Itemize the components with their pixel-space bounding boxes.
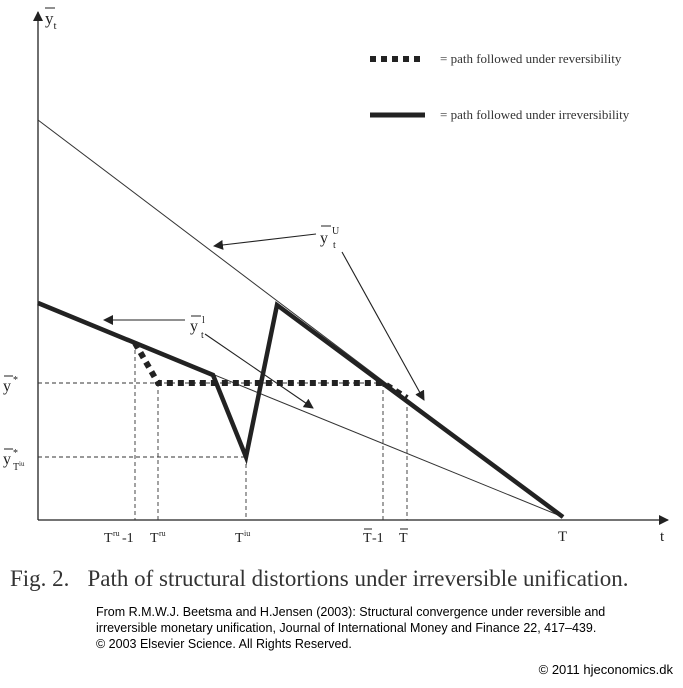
svg-text:*: * <box>13 448 18 459</box>
x-tick-tru: T ru <box>150 529 166 546</box>
figure-caption-text: Path of structural distortions under irr… <box>87 566 629 591</box>
x-tick-tbar: T <box>399 528 408 546</box>
upper-label-arrow-2 <box>341 251 425 401</box>
lower-curve-label: y l t <box>190 315 205 341</box>
svg-text:-1: -1 <box>372 531 384 546</box>
svg-text:U: U <box>332 226 340 237</box>
svg-text:iu: iu <box>19 460 25 468</box>
svg-text:y: y <box>190 318 198 335</box>
diagram: yt t = path followed under reversibility… <box>3 7 669 546</box>
svg-text:iu: iu <box>244 529 250 538</box>
copyright-notice: © 2011 hjeconomics.dk <box>538 662 673 677</box>
svg-text:-1: -1 <box>122 531 134 546</box>
y-tick-y-star: y * <box>3 375 18 395</box>
svg-text:T: T <box>13 462 19 473</box>
lower-label-arrow-2 <box>204 333 314 409</box>
svg-text:T: T <box>235 531 244 546</box>
reversible-path <box>132 341 409 401</box>
source-line-2: irreversible monetary unification, Journ… <box>96 621 597 635</box>
footer: © 2011 hjeconomics.dk <box>0 658 683 688</box>
svg-text:*: * <box>13 375 18 386</box>
legend-solid-label: = path followed under irreversibility <box>440 107 630 122</box>
x-tick-tru-minus-1: T ru -1 <box>104 529 134 546</box>
svg-text:t: t <box>201 330 204 341</box>
source-citation: From R.M.W.J. Beetsma and H.Jensen (2003… <box>96 604 676 652</box>
legend-dotted-label: = path followed under reversibility <box>440 51 622 66</box>
figure-caption: Fig. 2. Path of structural distortions un… <box>10 566 680 592</box>
x-axis-label: t <box>660 529 665 545</box>
source-line-3: © 2003 Elsevier Science. All Rights Rese… <box>96 637 352 651</box>
svg-text:ru: ru <box>159 529 166 538</box>
svg-text:T: T <box>150 531 159 546</box>
svg-text:T: T <box>104 531 113 546</box>
svg-text:ru: ru <box>113 529 120 538</box>
upper-curve-label: y U t <box>320 225 340 251</box>
svg-text:y: y <box>320 230 328 247</box>
upper-label-arrow-1 <box>213 233 317 250</box>
y-axis-label: yt <box>45 9 57 32</box>
svg-text:y: y <box>3 378 11 395</box>
irreversible-path <box>37 300 565 519</box>
source-line-1: From R.M.W.J. Beetsma and H.Jensen (2003… <box>96 605 606 619</box>
svg-text:l: l <box>202 315 205 326</box>
x-tick-tiu: T iu <box>235 529 250 546</box>
svg-text:y: y <box>3 451 11 468</box>
svg-text:T: T <box>363 531 372 546</box>
figure-number: Fig. 2. <box>10 566 70 591</box>
svg-text:T: T <box>558 529 567 545</box>
svg-text:T: T <box>399 531 408 546</box>
svg-text:t: t <box>333 240 336 251</box>
y-tick-y-star-tiu: y * T iu <box>3 448 25 473</box>
guide-lines <box>38 343 408 520</box>
x-tick-T: T <box>558 529 567 545</box>
x-tick-tbar-minus-1: T -1 <box>363 528 384 546</box>
